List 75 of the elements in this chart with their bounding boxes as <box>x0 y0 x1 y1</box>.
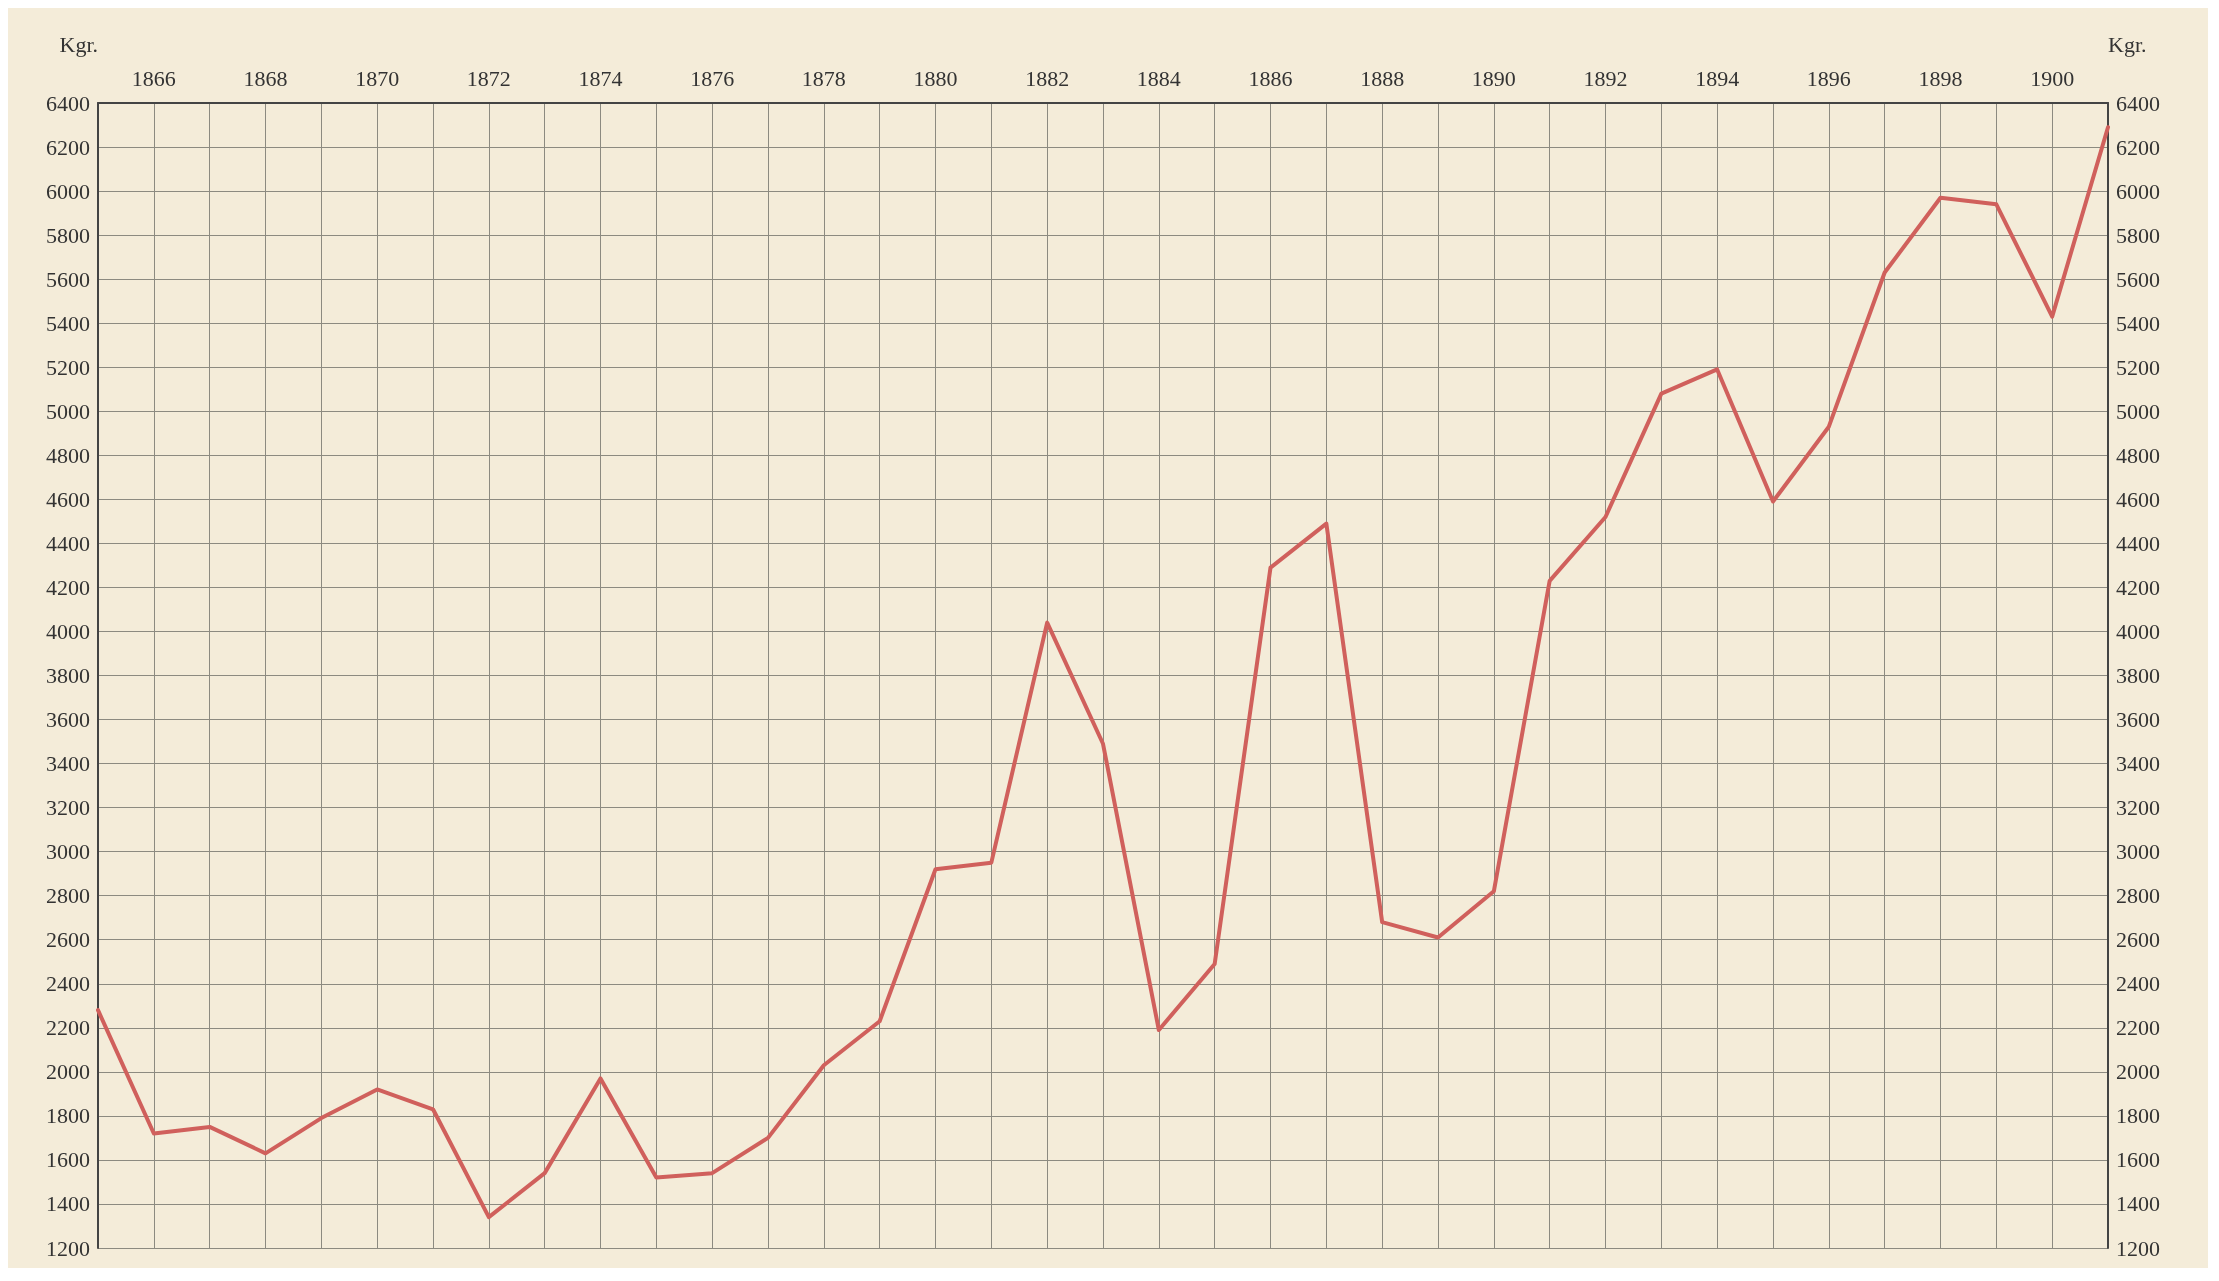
y2-tick-label: 3000 <box>2116 839 2160 865</box>
y2-tick-label: 1600 <box>2116 1147 2160 1173</box>
y2-tick-label: 5000 <box>2116 398 2160 424</box>
line-series <box>96 125 2110 1220</box>
y-tick-label: 3000 <box>46 839 90 865</box>
y2-tick-label: 1200 <box>2116 1235 2160 1261</box>
x-tick-label: 1870 <box>355 65 400 91</box>
y-tick-label: 6000 <box>46 178 90 204</box>
y-tick-label: 5800 <box>46 222 90 248</box>
x-tick-label: 1876 <box>690 65 735 91</box>
y-tick-label: 6200 <box>46 134 90 160</box>
y-tick-label: 4600 <box>46 486 90 512</box>
y2-tick-label: 1800 <box>2116 1103 2160 1129</box>
x-tick-label: 1872 <box>466 65 511 91</box>
y2-tick-label: 6400 <box>2116 90 2160 116</box>
y2-tick-label: 5600 <box>2116 266 2160 292</box>
y2-tick-label: 6200 <box>2116 134 2160 160</box>
y2-tick-label: 5400 <box>2116 310 2160 336</box>
y2-tick-label: 3800 <box>2116 663 2160 688</box>
y2-tick-label: 3200 <box>2116 795 2160 821</box>
x-tick-label: 1874 <box>578 65 623 91</box>
y2-tick-label: 2800 <box>2116 883 2160 909</box>
y2-tick-label: 4600 <box>2116 486 2160 512</box>
y-tick-label: 4000 <box>46 618 90 644</box>
y-tick-label: 1400 <box>46 1191 90 1217</box>
y-tick-label: 4800 <box>46 442 90 468</box>
y-tick-label: 5600 <box>46 266 90 292</box>
y-tick-label: 3400 <box>46 751 90 777</box>
x-tick-label: 1896 <box>1806 65 1851 91</box>
y-tick-label: 2200 <box>46 1015 90 1041</box>
y-tick-label: 5200 <box>46 354 90 380</box>
y-tick-label: 1800 <box>46 1103 90 1129</box>
x-tick-label: 1890 <box>1471 65 1516 91</box>
x-tick-label: 1898 <box>1918 65 1963 91</box>
y-tick-label: 3600 <box>46 707 90 733</box>
x-tick-label: 1866 <box>131 65 176 91</box>
y2-tick-label: 6000 <box>2116 178 2160 204</box>
y2-tick-label: 4200 <box>2116 574 2160 600</box>
x-tick-label: 1894 <box>1695 65 1740 91</box>
y-tick-label: 1600 <box>46 1147 90 1173</box>
y-tick-label: 2000 <box>46 1059 90 1085</box>
x-tick-label: 1882 <box>1025 65 1070 91</box>
x-tick-label: 1886 <box>1248 65 1293 91</box>
y-tick-label: 5000 <box>46 398 90 424</box>
x-tick-label: 1880 <box>913 65 958 91</box>
y2-axis-title: Kgr. <box>2108 31 2147 57</box>
x-tick-label: 1884 <box>1136 65 1181 91</box>
y2-tick-label: 5200 <box>2116 354 2160 380</box>
y2-tick-label: 3400 <box>2116 751 2160 777</box>
y2-tick-label: 4000 <box>2116 618 2160 644</box>
y-tick-label: 1200 <box>46 1235 90 1261</box>
y-tick-label: 2800 <box>46 883 90 909</box>
y2-tick-label: 2200 <box>2116 1015 2160 1041</box>
x-tick-label: 1888 <box>1360 65 1405 91</box>
y-tick-label: 3200 <box>46 795 90 821</box>
y-tick-label: 6400 <box>46 90 90 116</box>
y2-tick-label: 2400 <box>2116 971 2160 997</box>
x-tick-label: 1892 <box>1583 65 1628 91</box>
x-tick-label: 1878 <box>801 65 846 91</box>
y-tick-label: 5400 <box>46 310 90 336</box>
y-tick-label: 2600 <box>46 927 90 953</box>
y2-tick-label: 3600 <box>2116 707 2160 733</box>
y2-tick-label: 4800 <box>2116 442 2160 468</box>
y2-tick-label: 2000 <box>2116 1059 2160 1085</box>
y-tick-label: 4400 <box>46 530 90 556</box>
y2-tick-label: 4400 <box>2116 530 2160 556</box>
x-tick-label: 1900 <box>2030 65 2075 91</box>
x-tick-label: 1868 <box>243 65 288 91</box>
y-tick-label: 2400 <box>46 971 90 997</box>
y2-tick-label: 2600 <box>2116 927 2160 953</box>
y2-tick-label: 1400 <box>2116 1191 2160 1217</box>
y-tick-label: 4200 <box>46 574 90 600</box>
y-axis-title: Kgr. <box>59 31 98 57</box>
y2-tick-label: 5800 <box>2116 222 2160 248</box>
y-tick-label: 3800 <box>46 663 90 688</box>
